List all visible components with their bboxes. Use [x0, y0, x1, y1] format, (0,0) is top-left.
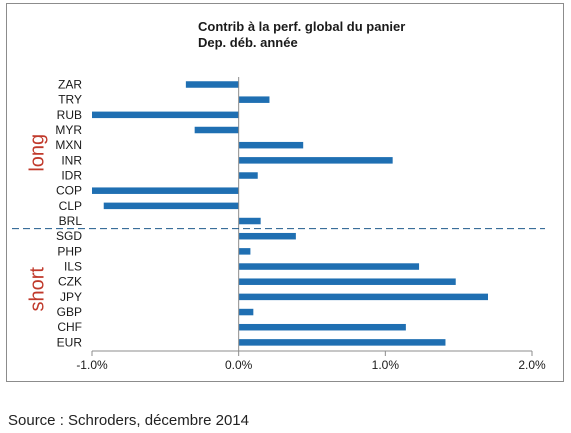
category-label-zar: ZAR	[58, 78, 82, 92]
bar-mxn	[238, 141, 304, 149]
x-tick-label: 1.0%	[372, 358, 400, 372]
bar-chf	[238, 323, 406, 331]
category-labels: ZARTRYRUBMYRMXNINRIDRCOPCLPBRLSGDPHPILSC…	[55, 78, 82, 350]
bar-clp	[103, 202, 239, 210]
bar-inr	[238, 157, 393, 164]
chart-subtitle: Dep. déb. année	[198, 35, 298, 50]
group-labels: long short	[26, 134, 48, 312]
category-label-myr: MYR	[55, 123, 82, 137]
category-label-gbp: GBP	[57, 305, 82, 319]
bar-php	[238, 248, 251, 255]
category-label-cop: COP	[56, 184, 82, 198]
bar-idr	[238, 172, 258, 179]
bar-zar	[185, 81, 239, 88]
x-tick-label: -1.0%	[76, 358, 108, 372]
category-label-php: PHP	[57, 244, 82, 258]
bar-ils	[238, 263, 420, 270]
category-label-jpy: JPY	[60, 290, 82, 304]
x-axis: -1.0% 0.0% 1.0% 2.0%	[12, 77, 546, 372]
category-label-chf: CHF	[57, 320, 82, 334]
bar-myr	[194, 126, 239, 134]
source-note: Source : Schroders, décembre 2014	[8, 412, 249, 429]
bar-gbp	[238, 308, 254, 316]
group-label-short: short	[26, 267, 48, 312]
category-label-inr: INR	[61, 153, 82, 167]
bar-eur	[238, 339, 446, 346]
bar-chart: Contrib à la perf. global du panier Dep.…	[12, 19, 546, 372]
category-label-mxn: MXN	[55, 138, 82, 152]
category-label-eur: EUR	[57, 335, 83, 349]
category-label-idr: IDR	[61, 169, 82, 183]
category-label-clp: CLP	[59, 199, 82, 213]
chart-title: Contrib à la perf. global du panier	[198, 19, 405, 34]
category-label-try: TRY	[58, 93, 82, 107]
bar-rub	[92, 111, 239, 119]
category-label-sgd: SGD	[56, 229, 82, 243]
bar-jpy	[238, 293, 488, 301]
bar-czk	[238, 278, 456, 285]
category-label-czk: CZK	[58, 275, 82, 289]
x-tick-label: 0.0%	[225, 358, 253, 372]
category-label-ils: ILS	[64, 260, 82, 274]
group-label-long: long	[26, 134, 48, 172]
bars-layer	[92, 81, 488, 346]
bar-try	[238, 96, 270, 103]
category-label-rub: RUB	[57, 108, 82, 122]
bar-brl	[238, 217, 261, 225]
category-label-brl: BRL	[59, 214, 83, 228]
bar-cop	[92, 187, 239, 194]
bar-sgd	[238, 232, 296, 240]
x-tick-label: 2.0%	[518, 358, 546, 372]
